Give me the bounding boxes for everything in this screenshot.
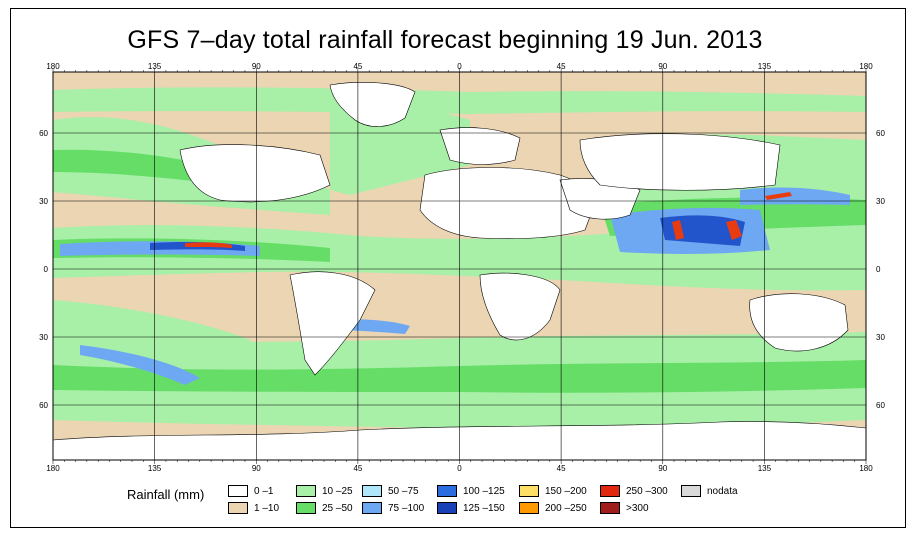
lat-ticks-right: 60 30 0 30 60 (876, 129, 885, 410)
legend-label: 1 –10 (254, 502, 280, 514)
legend-item: nodata (681, 485, 738, 497)
lon-tick-bottom: 90 (252, 464, 261, 473)
lat-tick-right: 60 (876, 401, 885, 410)
legend-swatch (296, 502, 316, 514)
legend-label: >300 (626, 502, 649, 514)
dry-south-america (289, 271, 376, 376)
legend-item: 125 –150 (437, 502, 505, 514)
lon-tick-top: 180 (859, 62, 873, 71)
lon-tick-bottom: 135 (758, 464, 772, 473)
legend-item: 100 –125 (437, 485, 505, 497)
graticule (53, 72, 866, 460)
legend-swatch (437, 485, 457, 497)
legend-item: 75 –100 (362, 502, 424, 514)
rain-heavy-east-asia (740, 187, 850, 205)
rain-extreme-philippines (726, 220, 742, 240)
rain-extreme-japan (765, 192, 792, 200)
legend-label: 10 –25 (322, 485, 353, 497)
legend-item: 1 –10 (228, 502, 279, 514)
lon-tick-bottom: 0 (457, 464, 462, 473)
lon-tick-bottom: 180 (859, 464, 873, 473)
lon-tick-bottom: 135 (148, 464, 162, 473)
legend-swatch (600, 485, 620, 497)
legend-swatch (519, 502, 539, 514)
legend-swatch (600, 502, 620, 514)
legend-label: 75 –100 (388, 502, 425, 514)
minor-ticks (52, 68, 867, 464)
legend-label: 150 –200 (545, 485, 587, 497)
lon-tick-top: 90 (252, 62, 261, 71)
lat-tick-left: 30 (39, 333, 48, 342)
figure-frame (10, 8, 906, 528)
legend-swatch (228, 485, 248, 497)
legend-label: 100 –125 (463, 485, 505, 497)
legend-item: 200 –250 (519, 502, 587, 514)
dry-sahara (419, 167, 601, 240)
legend-item: 250 –300 (600, 485, 668, 497)
lon-tick-top: 135 (758, 62, 772, 71)
rain-heavy-south-pacific (80, 345, 200, 385)
legend-label: 250 –300 (626, 485, 668, 497)
lat-tick-left: 30 (39, 197, 48, 206)
map-title: GFS 7–day total rainfall forecast beginn… (127, 26, 763, 54)
legend-swatch (296, 485, 316, 497)
lat-ticks-left: 60 30 0 30 60 (39, 129, 48, 410)
lon-tick-bottom: 180 (46, 464, 60, 473)
lat-tick-right: 0 (876, 265, 881, 274)
dry-europe (439, 127, 521, 165)
lat-tick-right: 30 (876, 333, 885, 342)
lon-ticks-bottom: 180 135 90 45 0 45 90 135 180 (46, 464, 873, 473)
legend-swatch (519, 485, 539, 497)
dry-greenland (329, 82, 416, 127)
legend-item: 0 –1 (228, 485, 273, 497)
lon-tick-bottom: 45 (353, 464, 362, 473)
legend-swatch (228, 502, 248, 514)
legend-item: 25 –50 (296, 502, 353, 514)
legend-swatch (681, 485, 701, 497)
lon-tick-bottom: 45 (557, 464, 566, 473)
lat-tick-left: 60 (39, 129, 48, 138)
legend-item: 10 –25 (296, 485, 353, 497)
legend-swatch (362, 502, 382, 514)
lon-tick-top: 135 (148, 62, 162, 71)
lon-tick-bottom: 90 (658, 464, 667, 473)
legend-label: 25 –50 (322, 502, 353, 514)
lon-tick-top: 45 (353, 62, 362, 71)
dry-southern-africa (479, 272, 561, 341)
legend-label: 125 –150 (463, 502, 505, 514)
legend-label: nodata (707, 485, 738, 497)
legend-item: 50 –75 (362, 485, 419, 497)
dry-middle-east (559, 178, 641, 220)
legend-label: 0 –1 (254, 485, 274, 497)
legend-label: 50 –75 (388, 485, 419, 497)
lon-tick-top: 45 (557, 62, 566, 71)
lon-tick-top: 180 (46, 62, 60, 71)
rain-extreme-itcz (185, 242, 232, 248)
lat-tick-right: 30 (876, 197, 885, 206)
lon-tick-top: 90 (658, 62, 667, 71)
lon-ticks-top: 180 135 90 45 0 45 90 135 180 (46, 62, 873, 71)
rain-extreme-india (672, 220, 684, 240)
lat-tick-left: 60 (39, 401, 48, 410)
lat-tick-left: 0 (44, 265, 49, 274)
legend-swatch (362, 485, 382, 497)
lon-tick-top: 0 (457, 62, 462, 71)
dry-australia (749, 293, 849, 352)
legend-swatch (437, 502, 457, 514)
legend-item: >300 (600, 502, 649, 514)
lat-tick-right: 60 (876, 129, 885, 138)
legend-title: Rainfall (mm) (127, 487, 205, 502)
dry-central-asia (579, 133, 781, 191)
legend-item: 150 –200 (519, 485, 587, 497)
dry-north-america (179, 144, 331, 203)
legend-label: 200 –250 (545, 502, 587, 514)
